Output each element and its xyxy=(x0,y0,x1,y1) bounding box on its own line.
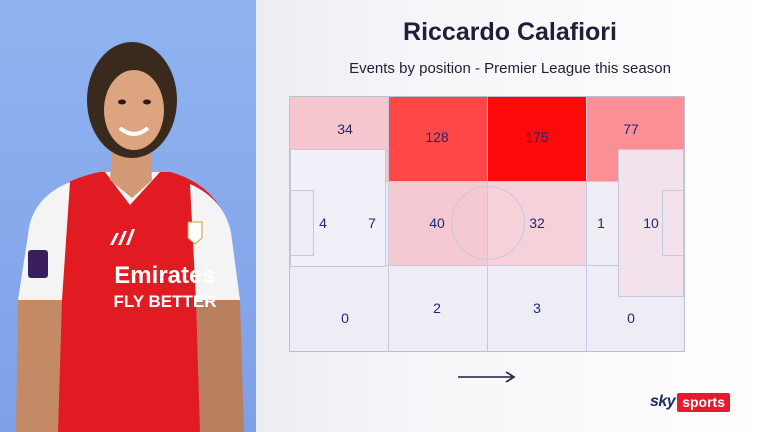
player-panel: Emirates FLY BETTER xyxy=(0,0,256,432)
row-divider-1 xyxy=(290,181,684,182)
cell-value: 34 xyxy=(337,121,353,137)
centre-circle xyxy=(451,186,525,260)
cell-value: 0 xyxy=(627,310,635,326)
box-value: 4 xyxy=(319,215,327,231)
box-value: 1 xyxy=(597,215,605,231)
column-divider-left xyxy=(388,97,389,351)
logo-sky-text: sky xyxy=(650,393,676,410)
row-divider-2 xyxy=(290,265,684,266)
cell-value: 3 xyxy=(533,300,541,316)
page-title: Riccardo Calafiori xyxy=(403,18,617,46)
cell-value: 40 xyxy=(429,215,445,231)
box-value: 10 xyxy=(643,215,659,231)
left-six-yard-box xyxy=(290,190,314,256)
cell-value: 2 xyxy=(433,300,441,316)
column-divider-right xyxy=(586,97,587,351)
cell-value: 77 xyxy=(623,121,639,137)
right-penalty-box xyxy=(618,149,684,297)
cell-value: 175 xyxy=(525,129,549,145)
logo-sports-text: sports xyxy=(677,392,730,412)
cell-value: 32 xyxy=(529,215,545,231)
shirt-sponsor-line1: Emirates xyxy=(114,262,215,289)
cell-value: 128 xyxy=(425,129,449,145)
player-photo: Emirates FLY BETTER xyxy=(16,42,244,432)
page-subtitle: Events by position - Premier League this… xyxy=(349,60,671,77)
heat-cell-top-2 xyxy=(389,97,488,181)
pitch-heatmap: 34 128 175 77 40 32 0 2 3 0 4 7 1 10 xyxy=(289,96,685,352)
box-value: 7 xyxy=(368,215,376,231)
heat-cell-top-3 xyxy=(488,97,587,181)
sky-sports-logo: sky sports xyxy=(650,392,730,412)
right-six-yard-box xyxy=(662,190,684,256)
cell-value: 0 xyxy=(341,310,349,326)
shirt-sponsor-line2: FLY BETTER xyxy=(114,292,217,311)
arrow-right-icon xyxy=(458,370,518,389)
